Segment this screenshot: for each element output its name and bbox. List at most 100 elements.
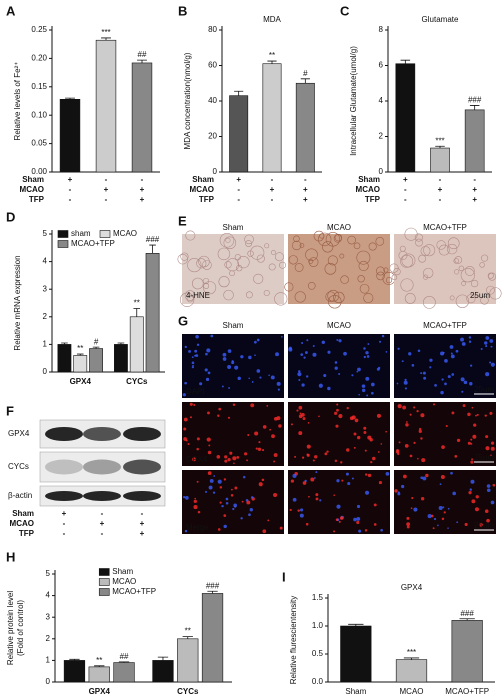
cell [432, 403, 436, 406]
blot-band [123, 427, 161, 441]
cell [336, 339, 339, 341]
cell [373, 523, 377, 526]
cell [259, 376, 262, 379]
cell [397, 404, 402, 409]
texture [466, 294, 476, 304]
cell [219, 501, 222, 504]
cell [447, 527, 449, 529]
channel-label: GPX4 [186, 455, 208, 464]
texture [449, 295, 455, 301]
cell [356, 516, 361, 521]
cell [421, 458, 426, 463]
legend-swatch [98, 578, 110, 586]
cell [398, 441, 401, 444]
texture [307, 281, 316, 290]
cell [361, 384, 366, 388]
cell [471, 458, 474, 461]
texture [368, 242, 377, 251]
cell [413, 507, 418, 512]
error-bar [234, 90, 244, 96]
y-axis-label: Relative protein level [6, 591, 15, 665]
cell [376, 367, 380, 371]
fluorescence-image [182, 470, 284, 534]
texture [454, 256, 463, 264]
cell [381, 334, 385, 338]
texture [438, 244, 450, 256]
cell [193, 499, 197, 504]
cell [405, 421, 408, 423]
cell [490, 446, 495, 451]
chart-title: MDA [263, 15, 281, 24]
cell [363, 355, 367, 359]
cell [334, 411, 338, 415]
texture [391, 274, 398, 281]
cell [442, 351, 445, 354]
texture [202, 277, 210, 285]
sign: - [404, 195, 407, 204]
texture [270, 250, 276, 255]
cell [420, 437, 423, 440]
cell [208, 444, 211, 447]
error-bar [61, 342, 68, 345]
texture [487, 272, 494, 279]
cell [256, 338, 260, 342]
cell [480, 348, 483, 350]
cell [289, 508, 292, 512]
y-tick-label: 1 [46, 656, 51, 665]
cell [271, 434, 275, 439]
cell [244, 452, 248, 456]
texture [404, 227, 418, 241]
cell [470, 438, 473, 441]
cell [301, 342, 304, 345]
cell [470, 364, 473, 367]
cell [275, 352, 279, 357]
error-bar [207, 590, 218, 594]
cell [484, 509, 489, 513]
sign: + [472, 185, 477, 194]
cell [484, 414, 487, 417]
sign: - [141, 509, 144, 518]
row-label: TFP [19, 529, 35, 538]
texture [322, 241, 334, 253]
cell [485, 372, 490, 377]
cell [439, 483, 442, 486]
cell [363, 426, 367, 430]
cell [207, 471, 212, 476]
blot-band [45, 427, 83, 441]
cell [351, 415, 356, 420]
cell [324, 452, 328, 456]
texture [376, 266, 385, 276]
x-tick-label: MCAO+TFP [445, 687, 489, 696]
fluorescence-image [394, 334, 496, 398]
cell [199, 382, 203, 386]
error-bar [157, 656, 169, 661]
sign: + [472, 195, 477, 204]
error-bar [117, 342, 125, 345]
texture [219, 233, 235, 248]
cell [250, 496, 254, 499]
cell [248, 513, 251, 517]
sign: + [140, 195, 145, 204]
cell [380, 528, 383, 532]
sign: - [105, 175, 108, 184]
cell [377, 451, 380, 453]
cell [262, 425, 267, 429]
cell [205, 490, 208, 493]
cell [210, 334, 214, 338]
cell [232, 403, 236, 406]
sign: - [101, 529, 104, 538]
micrograph [394, 234, 496, 304]
significance-label: *** [435, 136, 444, 145]
cell [273, 460, 276, 463]
legend-label: MCAO+TFP [71, 239, 115, 248]
bar [201, 593, 224, 683]
cell [338, 520, 341, 523]
error-bar [435, 145, 445, 149]
cell [429, 358, 433, 362]
cell [470, 460, 474, 464]
significance-label: ### [460, 609, 474, 618]
cell [460, 377, 465, 382]
cell [257, 447, 262, 451]
cell [303, 356, 306, 359]
texture [226, 258, 240, 272]
